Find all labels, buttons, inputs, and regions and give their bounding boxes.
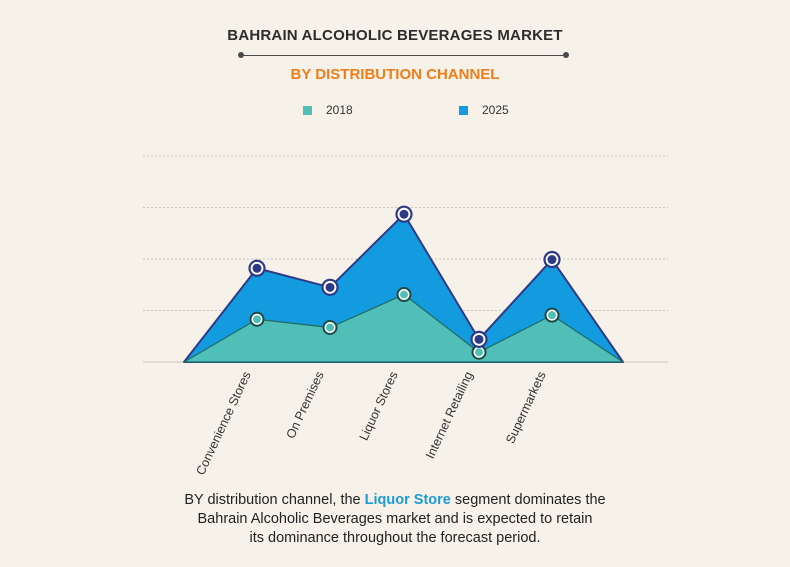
- legend-label-2025: 2025: [482, 103, 509, 117]
- point-2018-core-3: [475, 348, 483, 357]
- point-2025-core-0: [252, 263, 262, 273]
- point-2018-core-2: [400, 290, 408, 299]
- caption-line-1: BY distribution channel, the Liquor Stor…: [0, 491, 790, 510]
- divider-left-dot: [238, 52, 244, 58]
- series-area-2018: [183, 293, 624, 363]
- x-tick-label: On Premises: [283, 369, 326, 440]
- legend-swatch-2018: [303, 105, 312, 115]
- legend-item-2025: 2025: [459, 103, 509, 117]
- point-2018-core-1: [326, 323, 334, 332]
- title-divider: [241, 55, 566, 56]
- caption-line-3: its dominance throughout the forecast pe…: [249, 530, 541, 546]
- x-tick-label: Supermarkets: [503, 369, 549, 445]
- x-tick-label: Convenience Stores: [193, 369, 253, 477]
- point-2025-core-2: [399, 209, 409, 219]
- legend-label-2018: 2018: [326, 103, 353, 117]
- divider-right-dot: [563, 52, 569, 58]
- point-2018-core-4: [548, 311, 556, 320]
- caption-text-after: segment dominates the: [450, 492, 606, 508]
- legend-swatch-2025: [459, 105, 468, 115]
- point-2025-core-4: [547, 255, 557, 265]
- chart-title: BAHRAIN ALCOHOLIC BEVERAGES MARKET: [227, 27, 563, 44]
- caption-highlight: Liquor Store: [364, 492, 451, 508]
- caption-text-before: BY distribution channel, the: [184, 492, 365, 508]
- x-tick-label: Liquor Stores: [357, 369, 401, 442]
- x-tick-label: Internet Retailing: [423, 369, 476, 461]
- chart-subtitle: BY DISTRIBUTION CHANNEL: [290, 66, 500, 83]
- chart-caption: BY distribution channel, the Liquor Stor…: [0, 491, 790, 548]
- caption-line-2: Bahrain Alcoholic Beverages market and i…: [197, 511, 593, 527]
- point-2025-core-3: [474, 334, 484, 344]
- point-2018-core-0: [253, 315, 261, 324]
- legend-item-2018: 2018: [303, 103, 353, 117]
- point-2025-core-1: [325, 282, 335, 292]
